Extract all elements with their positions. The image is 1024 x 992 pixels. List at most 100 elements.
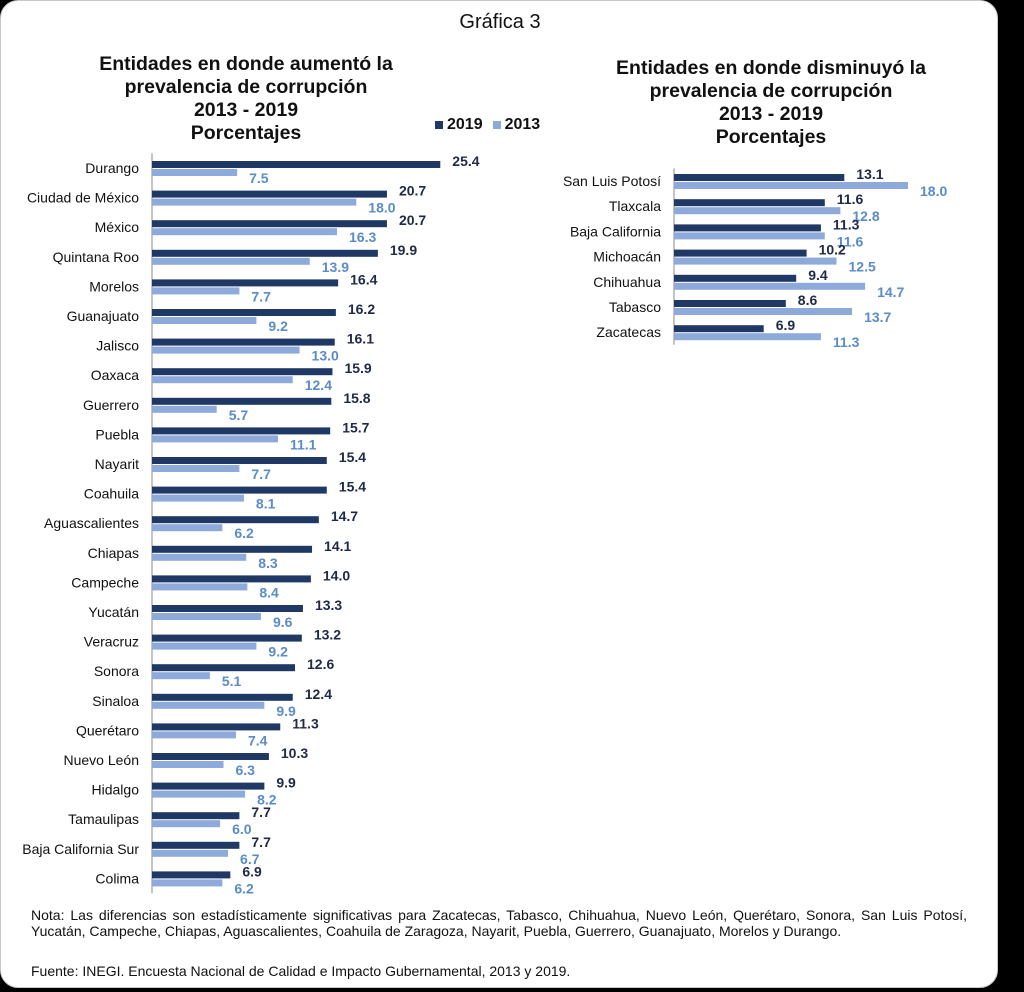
data-label-2013: 6.2 [234, 525, 254, 541]
data-label-2019: 16.2 [348, 301, 375, 317]
bar-2013 [152, 731, 236, 739]
data-label-2013: 6.7 [240, 851, 260, 867]
data-label-2013: 8.1 [256, 496, 276, 512]
data-label-2019: 7.7 [251, 804, 271, 820]
right-chart-title-line: Entidades en donde disminuyó la [616, 57, 926, 79]
bar-2013 [674, 257, 837, 265]
data-label-2013: 5.1 [222, 673, 242, 689]
category-label: Tlaxcala [609, 198, 661, 214]
data-label-2013: 18.0 [920, 183, 947, 199]
data-label-2013: 11.6 [837, 233, 864, 249]
bar-2013 [152, 317, 257, 324]
data-label-2019: 9.9 [276, 775, 296, 791]
data-label-2013: 7.4 [248, 732, 268, 748]
category-label: Veracruz [84, 634, 139, 650]
category-label: Sinaloa [92, 693, 139, 709]
data-label-2019: 15.4 [339, 449, 366, 465]
data-label-2019: 16.4 [350, 271, 377, 287]
bar-2019 [152, 190, 387, 198]
data-label-2019: 13.1 [856, 166, 883, 182]
data-label-2013: 11.3 [833, 334, 860, 350]
bar-2019 [152, 871, 231, 879]
category-label: Durango [85, 160, 139, 176]
category-label: Hidalgo [92, 782, 140, 798]
category-label: Ciudad de México [27, 190, 139, 206]
left-chart-title-line: prevalencia de corrupción [124, 76, 368, 98]
category-label: San Luis Potosí [563, 173, 661, 189]
data-label-2019: 10.2 [819, 242, 846, 258]
data-label-2013: 12.5 [849, 259, 876, 275]
legend-label-2019: 2019 [447, 116, 483, 133]
category-label: Quintana Roo [53, 249, 140, 265]
category-label: Aguascalientes [44, 515, 139, 531]
bar-2019 [152, 279, 339, 287]
data-label-2013: 8.3 [258, 555, 278, 571]
category-label: Chihuahua [593, 274, 661, 290]
category-label: Sonora [94, 663, 139, 679]
bar-2013 [152, 820, 221, 828]
bar-2013 [152, 346, 300, 354]
bar-2019 [152, 516, 319, 524]
data-label-2019: 20.7 [399, 212, 426, 228]
data-label-2013: 6.2 [234, 880, 254, 896]
bar-2019 [674, 274, 797, 282]
bar-2013 [674, 333, 821, 341]
category-label: Colima [95, 870, 139, 886]
legend-swatch-2013 [492, 121, 501, 129]
bar-2019 [152, 664, 296, 672]
bar-2013 [674, 182, 908, 189]
bar-2013 [152, 553, 247, 561]
category-label: Guanajuato [67, 308, 140, 324]
data-label-2019: 13.2 [314, 627, 341, 643]
legend-item-2013: 2013 [492, 116, 540, 134]
category-label: Zacatecas [596, 324, 661, 340]
bar-2013 [152, 790, 246, 798]
category-label: Baja California Sur [22, 841, 139, 857]
data-label-2019: 7.7 [251, 834, 271, 850]
data-label-2013: 13.7 [864, 309, 891, 325]
bar-2019 [674, 174, 845, 181]
bar-2019 [152, 338, 335, 346]
data-label-2013: 9.2 [268, 318, 288, 334]
data-label-2019: 25.4 [452, 153, 479, 169]
figure-title: Gráfica 3 [459, 11, 541, 33]
bar-2019 [152, 841, 240, 849]
bar-2013 [152, 849, 229, 857]
category-label: Morelos [89, 278, 139, 294]
bar-2019 [152, 368, 333, 376]
data-label-2019: 12.4 [305, 686, 332, 702]
data-label-2019: 11.6 [837, 191, 864, 207]
data-label-2013: 7.7 [251, 288, 271, 304]
bar-2019 [152, 427, 331, 435]
data-label-2013: 14.7 [877, 284, 904, 300]
bar-2013 [152, 524, 223, 532]
bar-2019 [152, 545, 313, 553]
left-chart-title: Entidades en donde aumentó la prevalenci… [51, 53, 441, 145]
bar-2019 [674, 199, 825, 207]
bar-2013 [152, 169, 238, 176]
category-label: Querétaro [76, 722, 139, 738]
bar-2019 [674, 249, 807, 257]
legend-item-2019: 2019 [435, 116, 483, 134]
data-label-2019: 9.4 [808, 267, 828, 283]
data-label-2013: 6.0 [232, 821, 252, 837]
right-chart-title: Entidades en donde disminuyó la prevalen… [571, 57, 971, 149]
data-label-2019: 19.9 [390, 242, 417, 258]
data-label-2019: 13.3 [315, 597, 342, 613]
bar-2019 [152, 309, 336, 316]
data-label-2013: 9.6 [273, 614, 293, 630]
data-label-2019: 11.3 [833, 216, 860, 232]
category-label: Baja California [570, 223, 661, 239]
bar-2013 [152, 879, 223, 887]
data-label-2019: 8.6 [798, 292, 818, 308]
bar-2019 [152, 693, 293, 701]
bar-2013 [674, 308, 853, 315]
bar-2019 [674, 224, 821, 232]
category-label: México [95, 219, 140, 235]
left-chart-title-line: 2013 - 2019 [193, 99, 299, 121]
right-chart-title-line: prevalencia de corrupción [649, 80, 893, 102]
bar-2013 [152, 494, 244, 502]
data-label-2013: 5.7 [229, 407, 249, 423]
data-label-2013: 8.2 [257, 792, 277, 808]
bar-2019 [152, 605, 303, 612]
